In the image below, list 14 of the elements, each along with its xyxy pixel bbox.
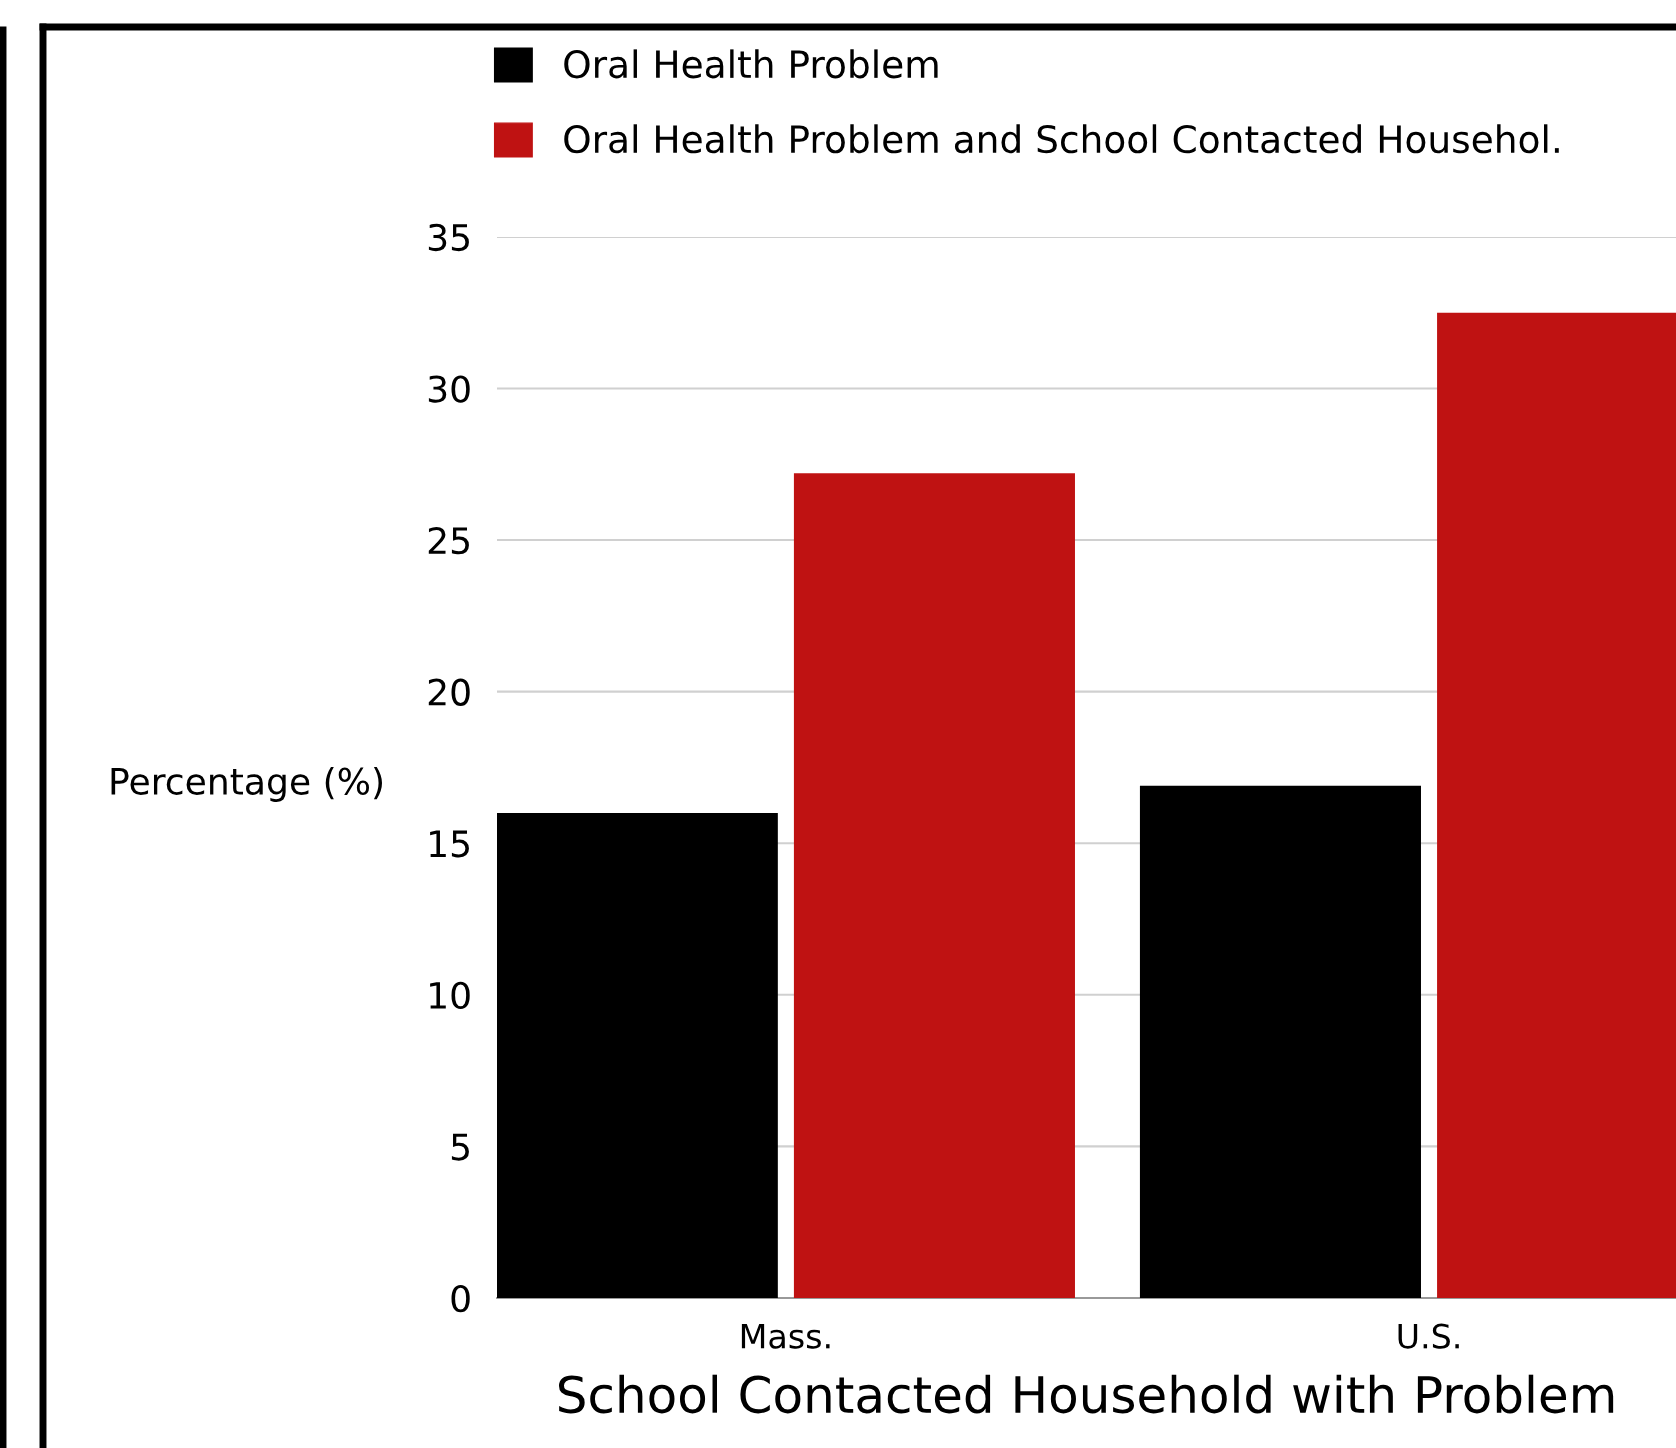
y-tick-label: 15 (430, 830, 469, 858)
y-tick-label: 0 (451, 1284, 470, 1313)
x-tick-label: Mass. (741, 1324, 830, 1349)
y-tick-label: 20 (428, 678, 470, 706)
y-tick-label: 10 (430, 981, 470, 1010)
y-tick-label: 35 (428, 223, 469, 252)
y-tick-label: 25 (428, 526, 469, 555)
x-axis-title: School Contacted Household with Problem (559, 1374, 1614, 1414)
y-tick-label: 5 (451, 1133, 469, 1161)
legend-label: Oral Health Problem (564, 49, 938, 79)
legend-label: Oral Health Problem and School Contacted Househol. (564, 124, 1559, 154)
y-axis-title: Percentage (%) (111, 766, 382, 802)
y-tick-label: 30 (428, 375, 470, 403)
x-tick-label: U.S. (1398, 1323, 1459, 1349)
